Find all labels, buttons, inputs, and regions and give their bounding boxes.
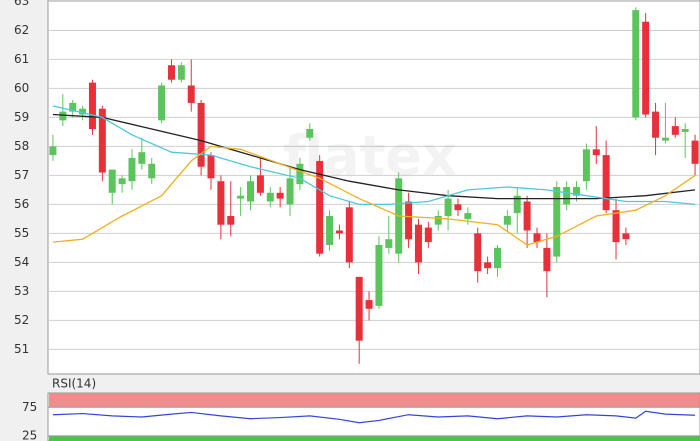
candle-body	[553, 187, 561, 257]
y-tick-label: 60	[14, 81, 29, 95]
candle-body	[326, 215, 334, 245]
candle-body	[98, 108, 106, 173]
candle-body	[197, 102, 205, 167]
y-tick-label: 59	[14, 110, 29, 124]
candle-body	[661, 137, 669, 141]
candle-body	[533, 233, 541, 243]
y-tick-label: 57	[14, 168, 29, 182]
y-tick-label: 62	[14, 23, 29, 37]
candle-body	[681, 129, 689, 132]
candle-body	[484, 262, 492, 269]
candle-body	[523, 201, 531, 231]
candle-body	[355, 276, 363, 341]
candle-body	[227, 215, 235, 225]
candle-body	[247, 181, 255, 202]
candle-body	[474, 233, 482, 272]
candle-body	[454, 204, 462, 211]
candle-body	[424, 227, 432, 243]
candle-body	[513, 195, 521, 214]
candle-body	[592, 149, 600, 156]
candle-body	[286, 178, 294, 205]
main-plot-area	[47, 0, 700, 375]
candle-body	[217, 181, 225, 225]
candle-body	[128, 158, 136, 182]
candle-body	[59, 111, 67, 121]
candle-body	[414, 224, 422, 263]
candle-body	[276, 192, 284, 199]
candle-body	[582, 149, 590, 182]
candle-body	[375, 244, 383, 306]
y-tick-label: 56	[14, 197, 29, 211]
y-tick-label: 53	[14, 284, 29, 298]
candle-body	[79, 108, 87, 115]
candle-body	[69, 102, 77, 112]
moving-average-line	[52, 105, 696, 206]
candle-body	[642, 21, 650, 115]
candle-body	[652, 111, 660, 138]
candle-body	[88, 82, 96, 130]
candle-body	[691, 140, 699, 164]
candle-body	[138, 152, 146, 164]
y-tick-label: 75	[22, 400, 37, 414]
candle-body	[632, 10, 640, 118]
candle-body	[187, 85, 195, 103]
candle-body	[365, 300, 373, 309]
candle-body	[49, 146, 57, 156]
candle-body	[563, 187, 571, 205]
candle-body	[207, 155, 215, 179]
candle-body	[434, 215, 442, 225]
y-tick-label: 63	[14, 0, 29, 8]
candle-body	[296, 163, 304, 185]
candle-body	[316, 160, 324, 254]
candle-body	[306, 129, 314, 138]
candle-body	[671, 126, 679, 135]
rsi-line	[52, 410, 696, 424]
y-tick-label: 52	[14, 313, 29, 327]
candle-body	[602, 155, 610, 211]
oversold-band	[49, 435, 700, 441]
candle-body	[464, 213, 472, 219]
candle-body	[108, 169, 116, 193]
candle-body	[405, 201, 413, 240]
moving-average-line	[52, 113, 696, 200]
candle-body	[622, 233, 630, 240]
overbought-band	[49, 393, 700, 408]
candle-body	[148, 163, 156, 179]
y-tick-label: 25	[22, 428, 37, 441]
y-tick-label: 55	[14, 226, 29, 240]
panel-title: RSI(14)	[52, 377, 96, 391]
candle-body	[444, 198, 452, 216]
candle-body	[503, 215, 511, 225]
y-tick-label: 54	[14, 255, 29, 269]
y-tick-label: 61	[14, 52, 29, 66]
candle-body	[385, 239, 393, 248]
moving-average-line	[52, 145, 696, 246]
candle-body	[266, 192, 274, 202]
candle-body	[612, 210, 620, 243]
candle-body	[543, 247, 551, 272]
candle-body	[345, 207, 353, 263]
candle-body	[177, 65, 185, 80]
candle-body	[167, 65, 175, 80]
candle-body	[335, 230, 343, 234]
candle-body	[573, 187, 581, 196]
candle-body	[237, 195, 245, 199]
candle-body	[158, 85, 166, 121]
y-tick-label: 51	[14, 342, 29, 356]
candle-body	[493, 247, 501, 269]
candle-body	[256, 175, 264, 193]
candle-body	[118, 178, 126, 185]
y-tick-label: 58	[14, 139, 29, 153]
